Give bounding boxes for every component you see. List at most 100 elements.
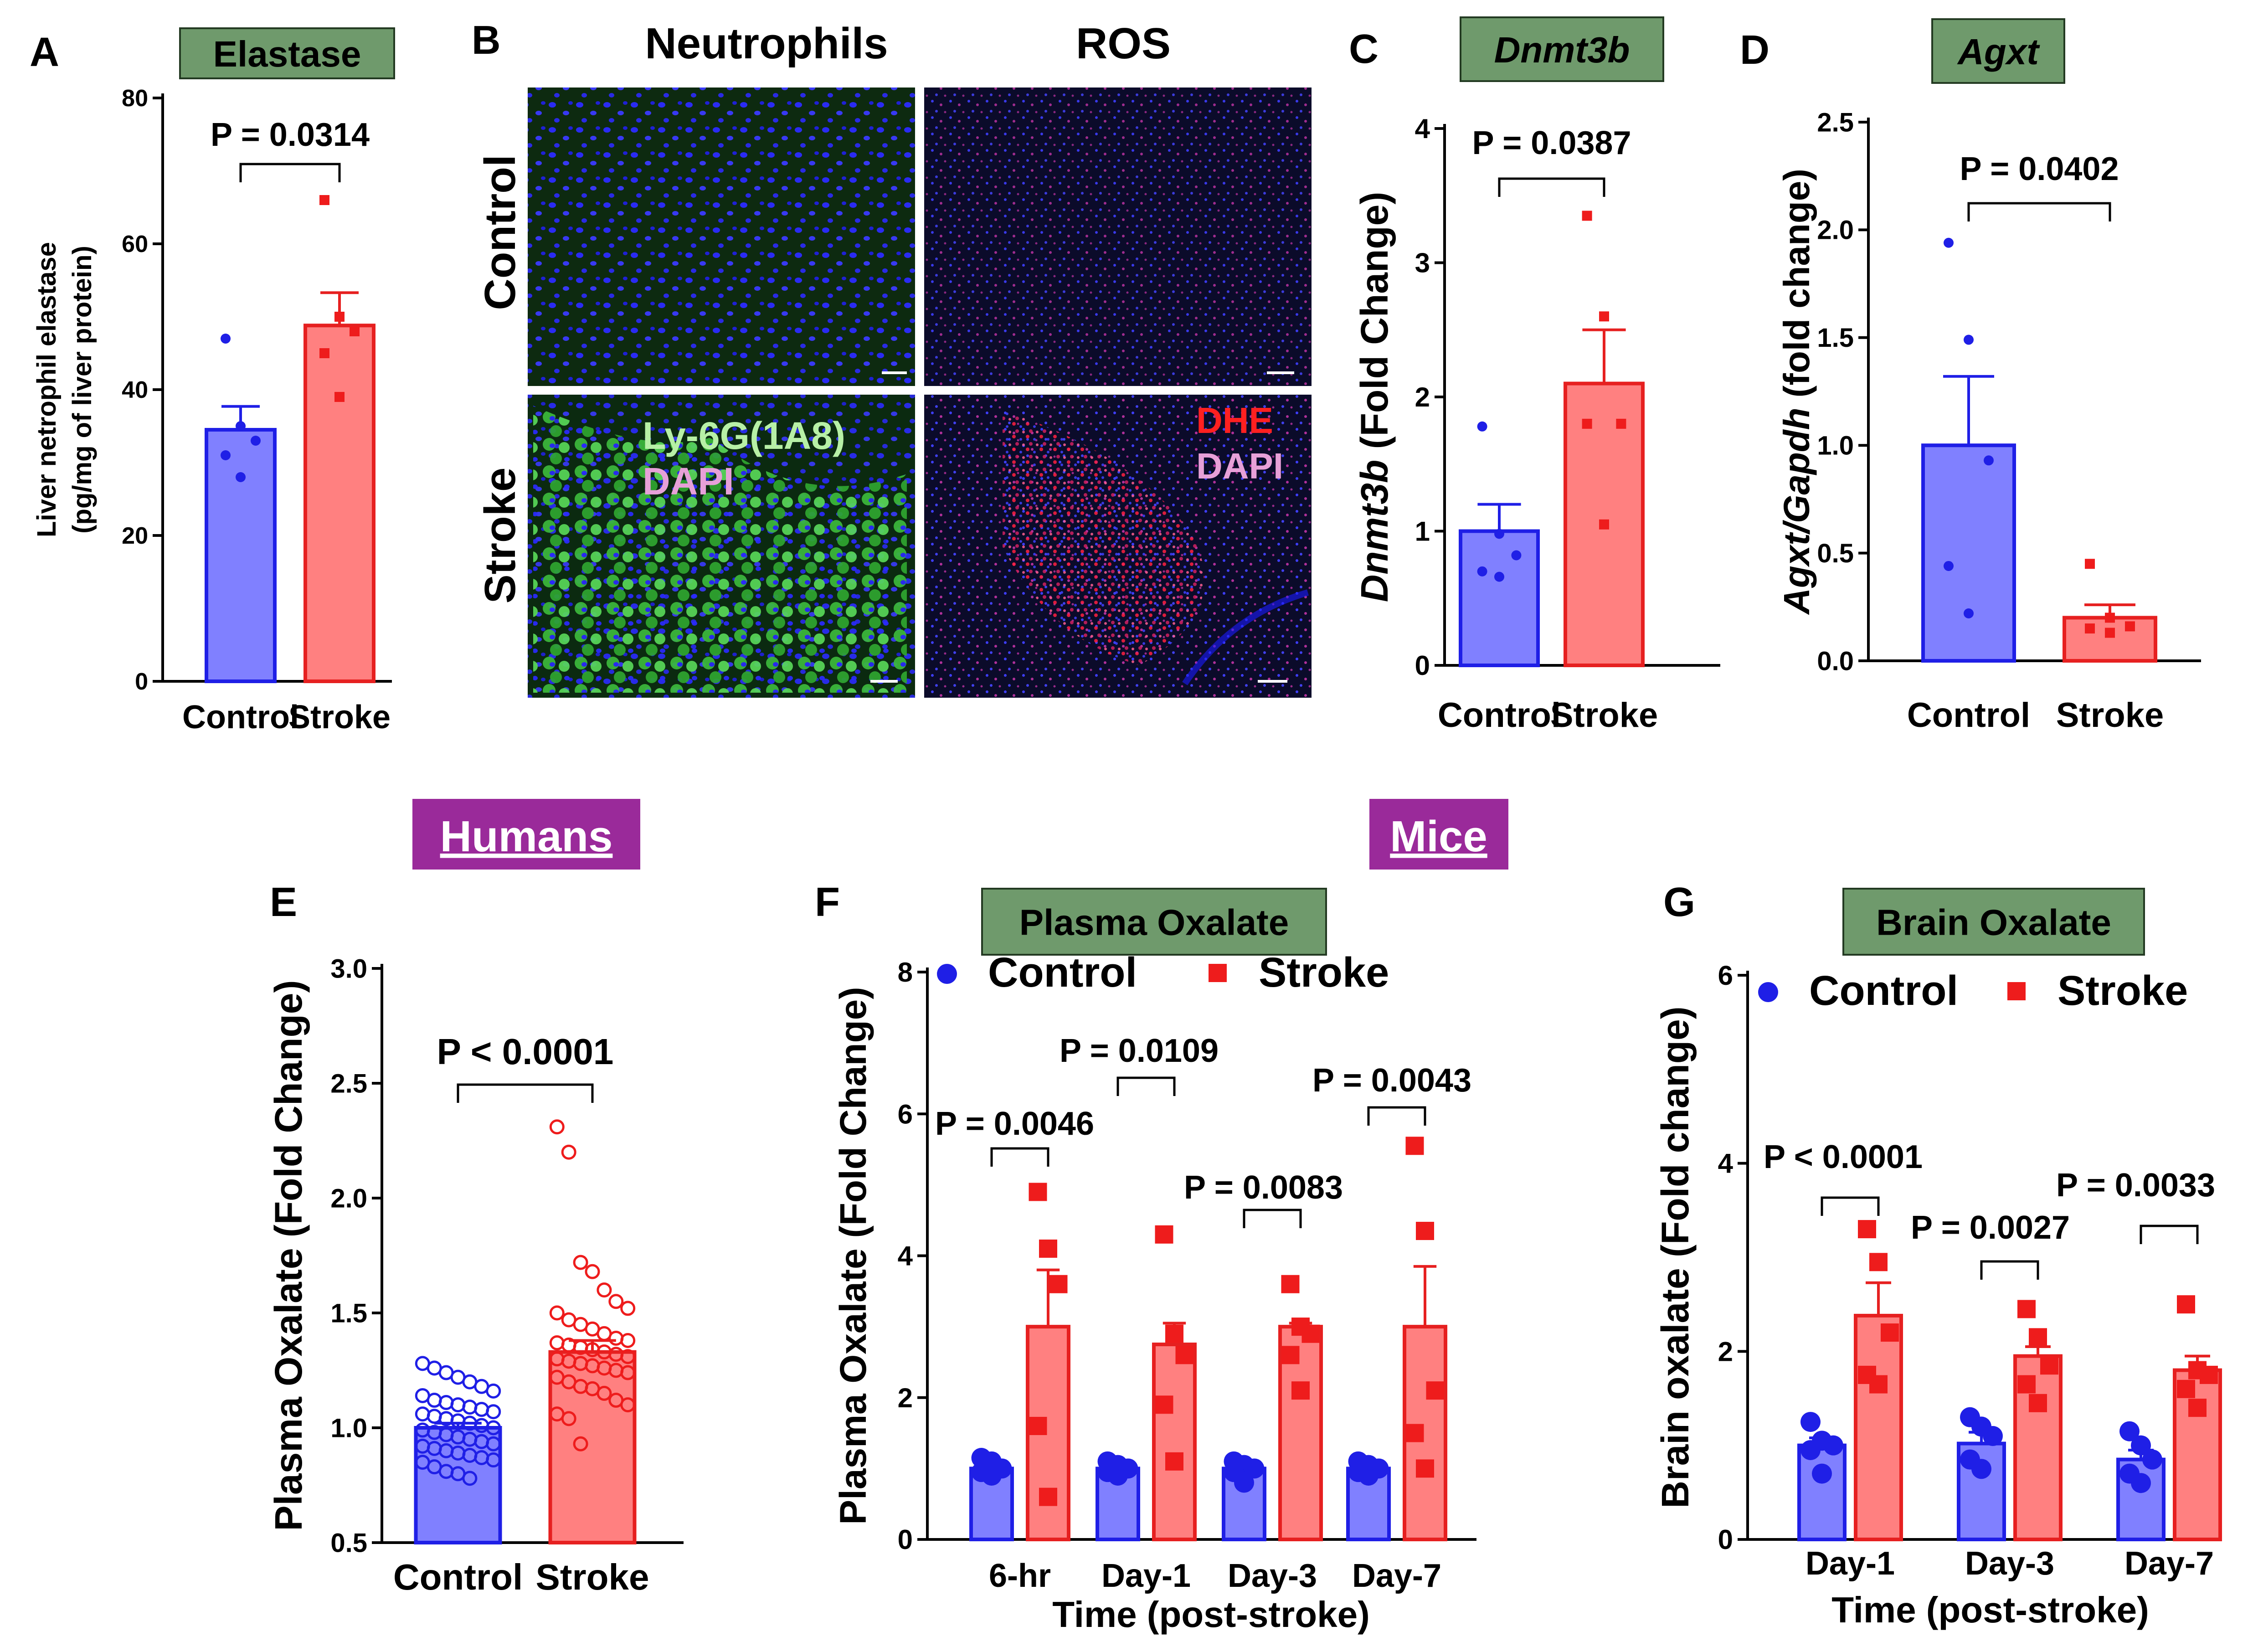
data-point-control xyxy=(486,1420,501,1436)
legend-marker-control xyxy=(937,964,957,984)
data-point-control xyxy=(462,1400,478,1415)
y-axis-label: Plasma Oxalate (Fold Change) xyxy=(267,980,310,1531)
data-point-control xyxy=(1983,1426,2003,1446)
data-point-stroke xyxy=(1301,1324,1320,1343)
y-axis-label: Dnmt3b (Fold Change) xyxy=(1353,192,1396,602)
data-point-stroke xyxy=(561,1144,576,1160)
significance-bracket xyxy=(239,163,341,182)
tag-humans: Humans xyxy=(412,799,640,870)
x-category-label: Control xyxy=(1438,696,1561,735)
chart-brain-oxalate: G Brain Oxalate Brain oxalate (Fold change… xyxy=(1654,880,2222,1630)
data-point-stroke xyxy=(597,1282,612,1298)
data-point-control xyxy=(221,450,231,460)
data-point-control xyxy=(1234,1472,1254,1493)
row-label-control: Control xyxy=(476,154,525,310)
bar-control xyxy=(1459,529,1540,667)
x-category-label: Control xyxy=(182,699,299,736)
y-axis-label-rest: (Fold Change) xyxy=(1353,192,1396,460)
data-point-stroke xyxy=(1039,1487,1057,1506)
data-point-control xyxy=(1964,608,1974,618)
data-point-control xyxy=(474,1402,489,1417)
bar-stroke xyxy=(1854,1313,1903,1542)
legend-label-control: Control xyxy=(1809,968,1958,1014)
y-tick-label: 4 xyxy=(1415,113,1430,144)
x-axis-label: Time (post-stroke) xyxy=(1052,1594,1369,1635)
legend-marker-stroke xyxy=(2007,982,2026,1000)
data-point-stroke xyxy=(319,348,329,358)
y-tick-label: 2.0 xyxy=(330,1184,367,1213)
data-point-stroke xyxy=(1582,418,1592,429)
data-point-stroke xyxy=(1049,1275,1068,1293)
y-axis-label: Plasma Oxalate (Fold Change) xyxy=(833,987,874,1524)
panel-letter: C xyxy=(1349,26,1379,72)
bar-stroke xyxy=(303,324,376,683)
chart-title: Dnmt3b xyxy=(1494,30,1630,70)
chart-elastase: A Elastase Liver netrophil elastase (pg/mg … xyxy=(30,27,395,736)
x-category-label: Stroke xyxy=(536,1557,649,1597)
data-point-stroke xyxy=(608,1330,624,1346)
micrograph-control-ros xyxy=(924,87,1312,386)
y-tick-label: 1.5 xyxy=(330,1298,367,1328)
significance-bracket xyxy=(1498,177,1605,197)
y-tick-label: 2.5 xyxy=(1817,108,1854,137)
chart-title: Brain Oxalate xyxy=(1876,902,2111,942)
chart-title-box xyxy=(1842,888,2145,956)
bar-stroke xyxy=(2173,1368,2222,1542)
data-point-control xyxy=(486,1436,501,1451)
data-point-stroke xyxy=(2125,621,2135,632)
y-axis-label: Brain oxalate (Fold change) xyxy=(1654,1006,1697,1508)
data-point-stroke xyxy=(2029,1394,2047,1412)
y-tick-label: 2 xyxy=(1718,1336,1733,1367)
data-point-stroke xyxy=(2017,1375,2036,1394)
data-point-stroke xyxy=(1029,1417,1047,1435)
data-point-stroke xyxy=(334,392,345,402)
data-point-stroke xyxy=(1416,1222,1434,1240)
y-tick-label: 1 xyxy=(1415,516,1430,547)
y-tick-label: 2.0 xyxy=(1817,216,1854,245)
y-tick-label: 0 xyxy=(1415,650,1430,681)
bar-stroke xyxy=(1152,1343,1197,1541)
data-point-stroke xyxy=(2188,1399,2207,1417)
bar-stroke xyxy=(2063,616,2157,663)
stain-label-dhe: DHE xyxy=(1196,400,1273,441)
data-point-control xyxy=(486,1404,501,1420)
data-point-stroke xyxy=(1582,211,1592,221)
y-axis-label-italic: Agxt/Gapdh xyxy=(1776,408,1817,615)
y-tick-label: 1.0 xyxy=(330,1413,367,1443)
data-point-control xyxy=(438,1395,454,1410)
data-point-stroke xyxy=(1155,1395,1173,1414)
y-axis-label-line2: (pg/mg of liver protein) xyxy=(67,246,97,534)
p-value-label: P = 0.0109 xyxy=(1060,1033,1219,1069)
x-category-label: Day-7 xyxy=(2124,1545,2214,1582)
data-point-control xyxy=(2131,1473,2151,1493)
data-point-stroke xyxy=(608,1294,624,1309)
data-point-control xyxy=(450,1397,466,1413)
chart-title: Agxt xyxy=(1957,31,2040,72)
data-point-control xyxy=(2131,1435,2151,1456)
chart-title-box xyxy=(179,27,395,79)
stain-label-dapi: DAPI xyxy=(643,460,734,503)
data-point-stroke xyxy=(1599,519,1609,530)
tag-mice: Mice xyxy=(1369,799,1508,870)
y-tick-label: 2 xyxy=(898,1383,913,1413)
p-value-label: P = 0.0314 xyxy=(211,117,370,153)
data-point-control xyxy=(1358,1465,1379,1486)
y-tick-label: 80 xyxy=(122,85,148,112)
micrograph-control-neutrophils xyxy=(528,87,915,386)
panel-letter: F xyxy=(815,880,840,925)
x-category-label: Day-3 xyxy=(1228,1558,1317,1594)
significance-bracket xyxy=(1116,1076,1176,1096)
data-point-stroke xyxy=(1869,1375,1888,1394)
y-axis-label-rest: (fold change) xyxy=(1776,169,1817,407)
y-axis-label-italic: Dnmt3b xyxy=(1353,460,1396,602)
stain-label-dapi-ros: DAPI xyxy=(1196,446,1283,486)
p-value-label: P < 0.0001 xyxy=(1764,1139,1923,1175)
data-point-stroke xyxy=(620,1397,636,1413)
micrograph-panel-b: B Neutrophils ROS Control Stroke Ly-6G(1… xyxy=(472,17,1312,698)
y-tick-label: 20 xyxy=(122,523,148,549)
x-axis-label: Time (post-stroke) xyxy=(1831,1590,2149,1630)
x-category-label: Control xyxy=(393,1557,523,1597)
data-point-stroke xyxy=(620,1365,636,1380)
x-category-label: Stroke xyxy=(2056,696,2164,735)
tag-humans-box xyxy=(412,799,640,870)
